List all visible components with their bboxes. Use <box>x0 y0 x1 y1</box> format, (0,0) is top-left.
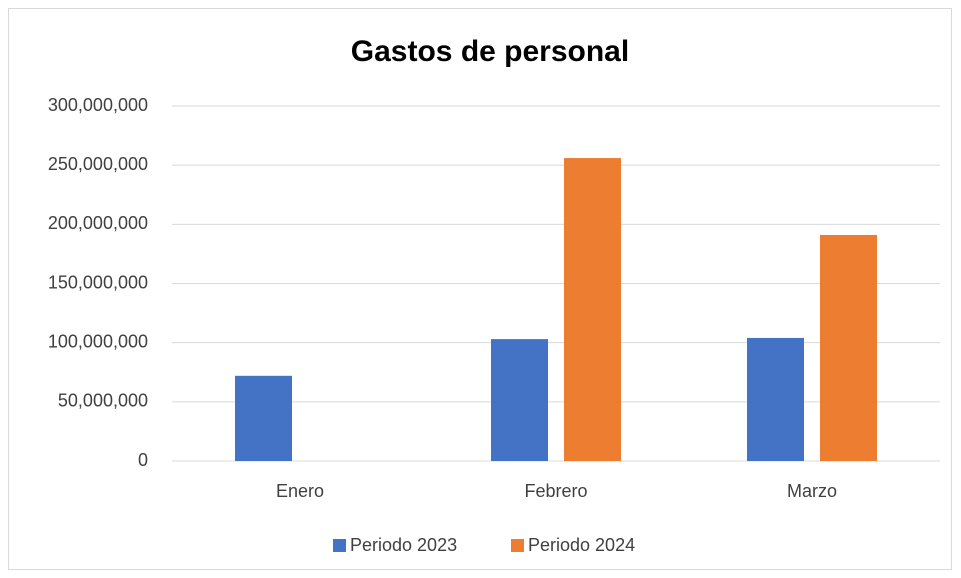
x-tick-label: Enero <box>276 481 324 501</box>
chart-title: Gastos de personal <box>351 35 629 68</box>
x-tick-label: Marzo <box>787 481 837 501</box>
x-tick-label: Febrero <box>524 481 587 501</box>
bar <box>491 339 548 461</box>
bar <box>820 234 877 461</box>
bar <box>235 375 292 461</box>
legend-swatch <box>511 539 524 552</box>
legend-label: Periodo 2024 <box>528 535 635 555</box>
y-tick-label: 200,000,000 <box>48 213 148 233</box>
bar <box>564 158 621 462</box>
y-tick-label: 150,000,000 <box>48 272 148 292</box>
y-tick-label: 300,000,000 <box>48 95 148 115</box>
y-tick-label: 50,000,000 <box>58 391 148 411</box>
y-tick-label: 100,000,000 <box>48 331 148 351</box>
bar <box>747 337 804 461</box>
chart-border <box>8 8 952 570</box>
legend-swatch <box>333 539 346 552</box>
legend-label: Periodo 2023 <box>350 535 457 555</box>
y-tick-label: 250,000,000 <box>48 154 148 174</box>
y-tick-label: 0 <box>138 450 148 470</box>
